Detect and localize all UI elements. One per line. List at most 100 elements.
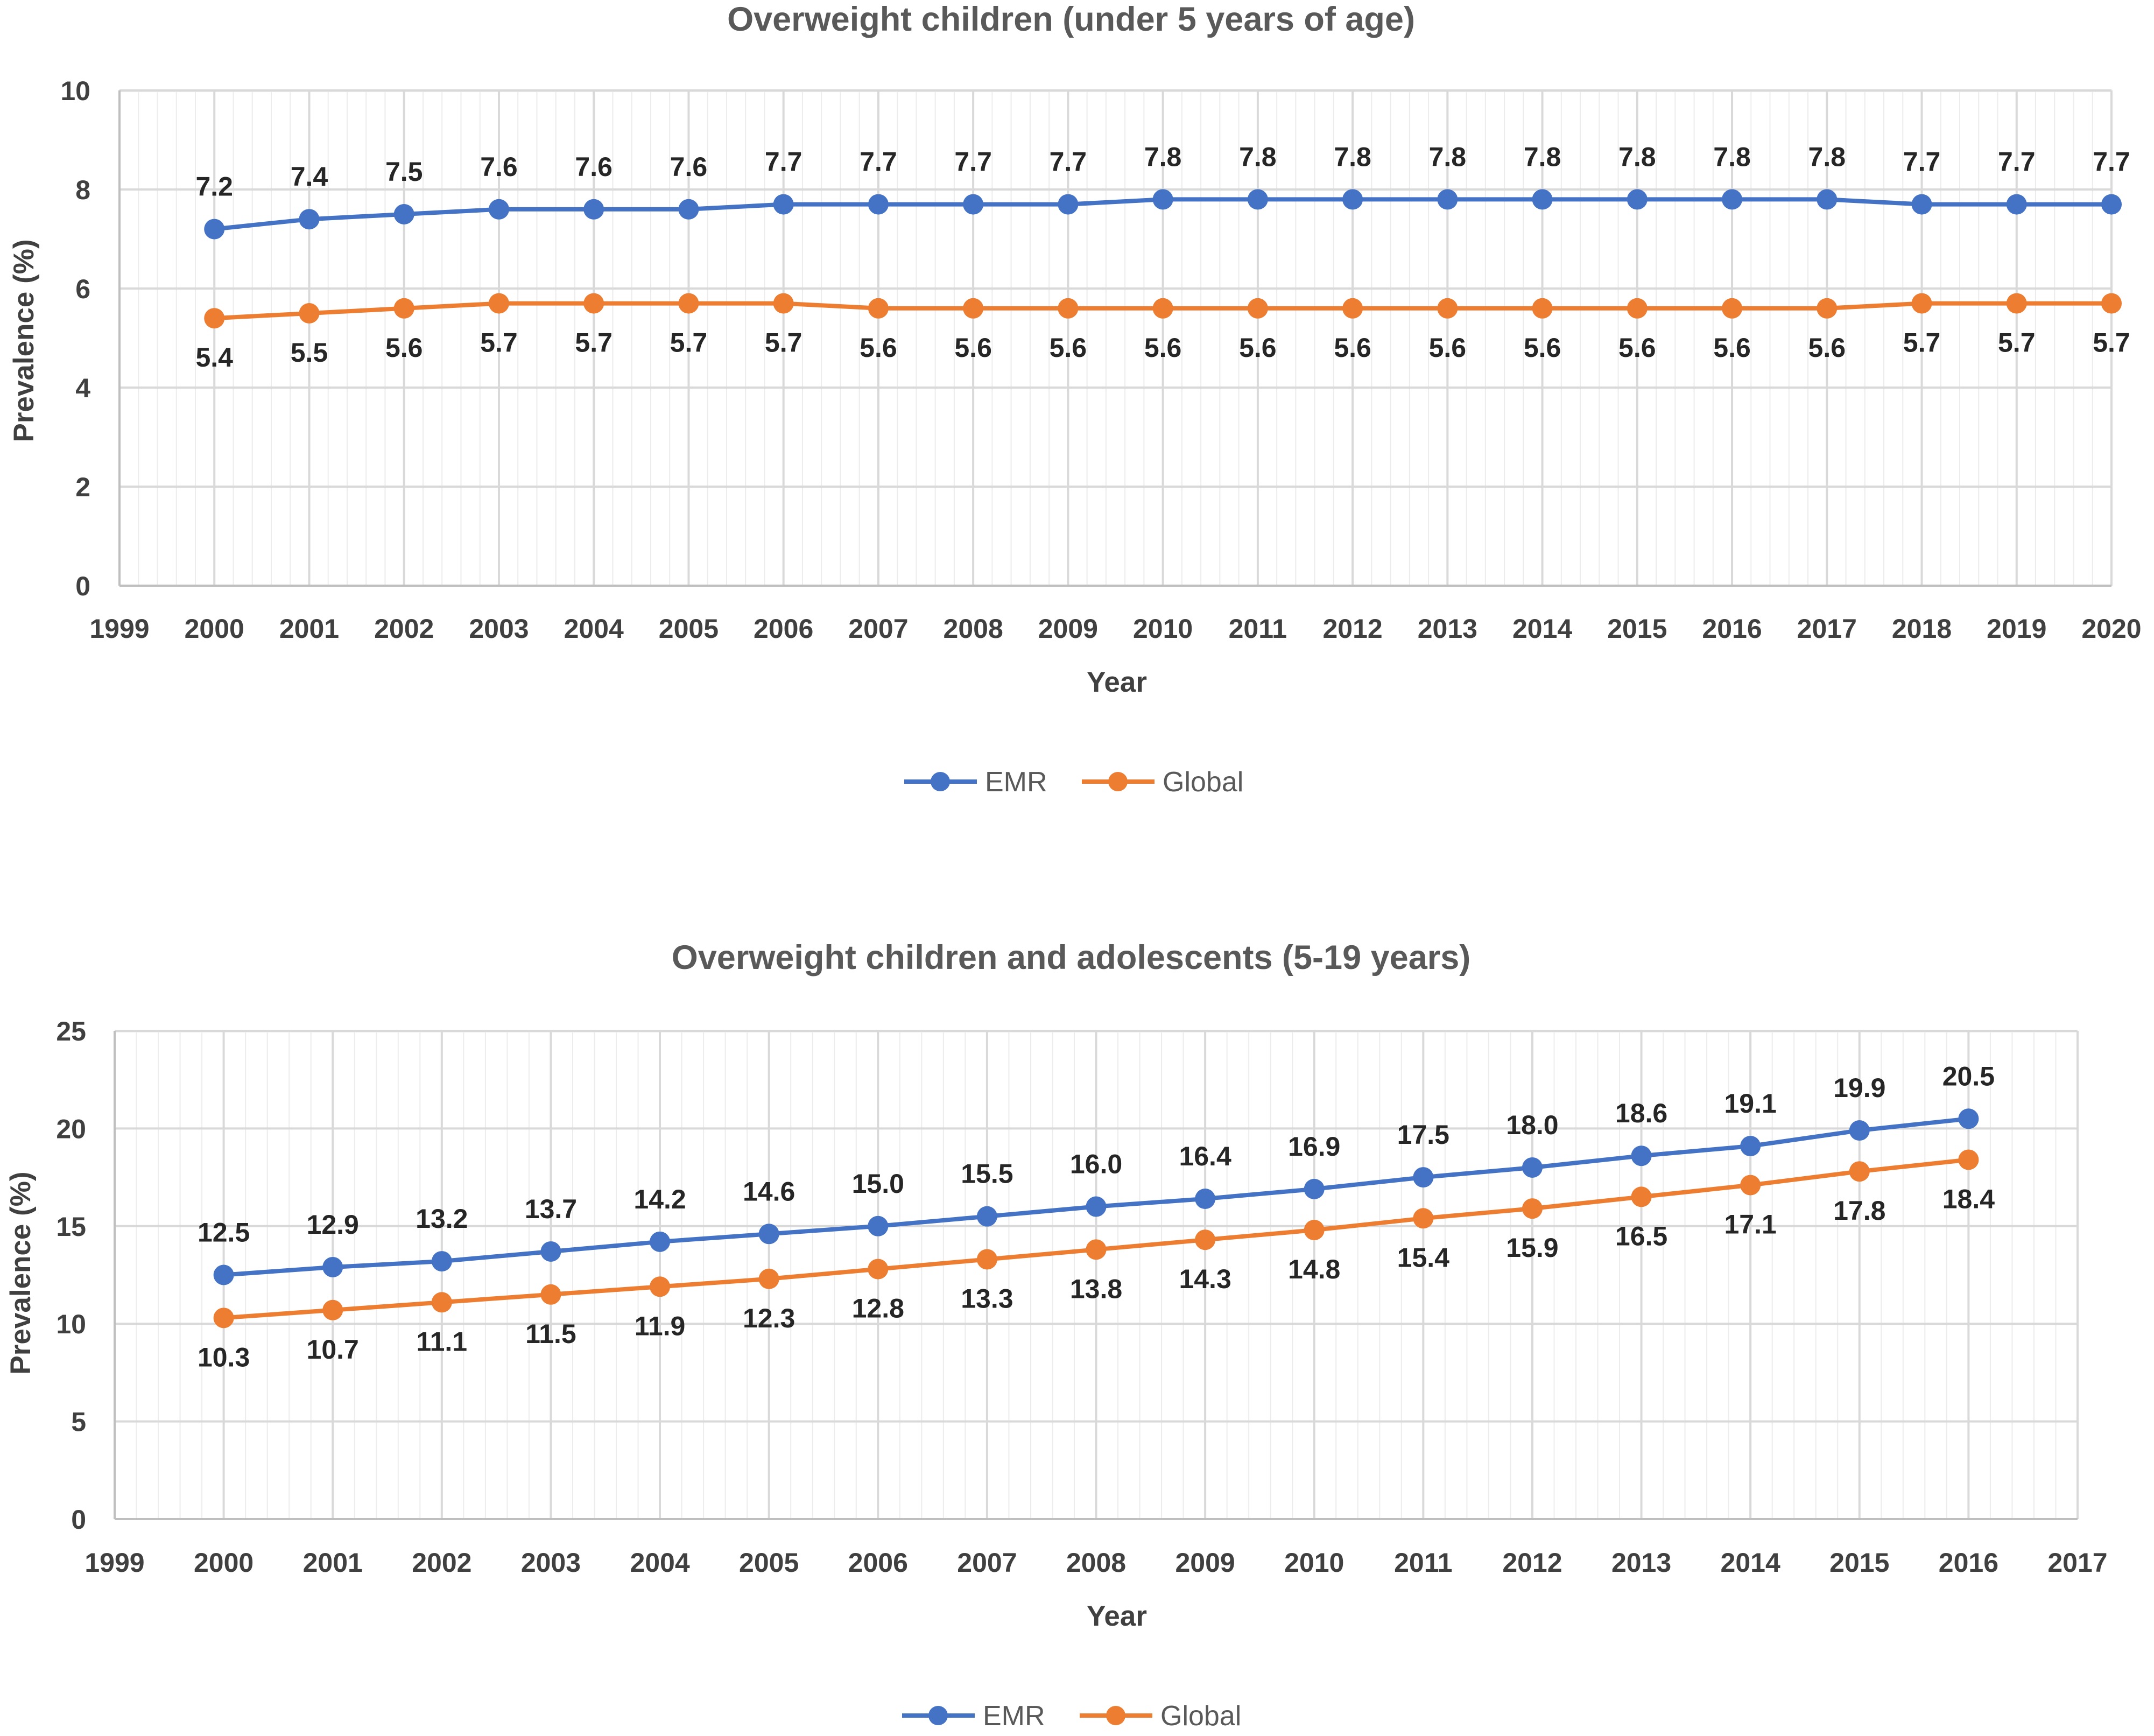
- data-point-emr: [650, 1231, 671, 1252]
- data-point-global: [1437, 298, 1458, 319]
- data-point-global: [758, 1268, 779, 1289]
- legend: EMR Global: [902, 1700, 1241, 1732]
- data-point-global: [976, 1249, 997, 1270]
- data-point-emr: [1342, 189, 1363, 210]
- data-point-emr: [540, 1241, 561, 1262]
- data-point-global: [2101, 293, 2122, 314]
- chart-title: Overweight children (under 5 years of ag…: [727, 1, 1415, 38]
- data-point-emr: [322, 1256, 343, 1277]
- data-label-global: 5.4: [195, 342, 233, 372]
- y-tick-label: 10: [60, 76, 90, 106]
- x-tick-label: 2005: [659, 614, 719, 644]
- x-tick-label: 2010: [1133, 614, 1193, 644]
- data-point-emr: [1631, 1145, 1652, 1166]
- data-label-emr: 20.5: [1942, 1061, 1995, 1091]
- legend-global-label: Global: [1160, 1700, 1241, 1732]
- data-point-global: [1413, 1208, 1434, 1229]
- x-tick-label: 2016: [1702, 614, 1762, 644]
- data-label-emr: 15.5: [961, 1159, 1013, 1189]
- x-tick-label: 2013: [1611, 1548, 1671, 1578]
- data-label-global: 5.6: [954, 333, 992, 363]
- data-point-emr: [1058, 194, 1079, 215]
- chart-under-5: 1999 2000 2001 2002 2003 2004 2005 2006 2007 2008…: [8, 1, 2142, 798]
- x-tick-label: 2000: [194, 1548, 254, 1578]
- x-tick-label: 2009: [1175, 1548, 1235, 1578]
- data-label-global: 15.9: [1506, 1233, 1558, 1263]
- x-tick-label: 1999: [89, 614, 149, 644]
- legend-global-marker: [1108, 772, 1128, 791]
- data-label-emr: 19.1: [1724, 1088, 1777, 1119]
- y-tick-label: 2: [75, 472, 90, 502]
- data-point-emr: [2006, 194, 2027, 215]
- data-label-emr: 17.5: [1397, 1120, 1449, 1150]
- data-label-global: 5.7: [765, 328, 803, 358]
- x-tick-label: 2011: [1394, 1548, 1452, 1578]
- data-label-emr: 7.7: [1998, 147, 2036, 177]
- y-tick-label: 0: [71, 1505, 86, 1535]
- y-tick-label: 4: [75, 373, 90, 403]
- data-label-emr: 14.6: [743, 1176, 795, 1206]
- x-tick-label: 2010: [1284, 1548, 1344, 1578]
- legend-emr-marker: [928, 1706, 948, 1725]
- x-tick-label: 2004: [630, 1548, 689, 1578]
- data-point-global: [204, 308, 225, 329]
- data-point-emr: [868, 194, 889, 215]
- data-point-emr: [1304, 1178, 1325, 1199]
- x-tick-label: 2003: [469, 614, 529, 644]
- data-point-global: [1342, 298, 1363, 319]
- data-point-emr: [583, 199, 604, 220]
- data-label-global: 16.5: [1615, 1221, 1667, 1251]
- data-label-emr: 7.6: [480, 152, 518, 182]
- data-point-global: [868, 298, 889, 319]
- x-tick-label: 2008: [944, 614, 1003, 644]
- data-label-emr: 7.8: [1334, 142, 1371, 172]
- data-label-global: 5.6: [1429, 333, 1467, 363]
- y-axis-title: Prevalence (%): [8, 239, 40, 442]
- data-label-emr: 7.8: [1429, 142, 1467, 172]
- data-point-global: [773, 293, 794, 314]
- data-label-global: 12.3: [743, 1303, 795, 1333]
- data-point-global: [322, 1299, 343, 1320]
- data-label-emr: 7.8: [1524, 142, 1561, 172]
- data-label-global: 13.3: [961, 1283, 1013, 1313]
- x-tick-label: 2019: [1987, 614, 2046, 644]
- data-label-global: 5.6: [385, 333, 423, 363]
- x-tick-label: 2013: [1418, 614, 1477, 644]
- y-tick-label: 15: [56, 1212, 86, 1242]
- x-tick-label: 2018: [1892, 614, 1952, 644]
- data-label-global: 12.8: [852, 1294, 904, 1324]
- data-label-global: 5.6: [1050, 333, 1087, 363]
- y-tick-label: 6: [75, 274, 90, 304]
- data-point-emr: [1086, 1196, 1107, 1217]
- data-label-emr: 7.5: [385, 157, 423, 187]
- data-point-global: [1247, 298, 1268, 319]
- data-point-global: [431, 1292, 452, 1313]
- x-tick-label: 2003: [521, 1548, 581, 1578]
- data-label-emr: 7.7: [954, 147, 992, 177]
- x-tick-label: 2012: [1502, 1548, 1562, 1578]
- chart-5-19: 1999 2000 2001 2002 2003 2004 2005 2006 2007 2008…: [5, 939, 2108, 1732]
- x-tick-label: 1999: [85, 1548, 144, 1578]
- data-label-emr: 7.4: [291, 161, 328, 192]
- data-point-global: [678, 293, 699, 314]
- data-point-global: [1722, 298, 1743, 319]
- data-point-emr: [963, 194, 984, 215]
- data-point-emr: [1152, 189, 1173, 210]
- legend-emr-label: EMR: [983, 1700, 1045, 1732]
- x-tick-label: 2011: [1229, 614, 1287, 644]
- data-point-emr: [2101, 194, 2122, 215]
- data-point-global: [1532, 298, 1553, 319]
- data-label-global: 10.3: [198, 1342, 250, 1372]
- data-label-emr: 15.0: [852, 1169, 904, 1199]
- data-label-global: 5.6: [860, 333, 897, 363]
- y-tick-label: 8: [75, 175, 90, 205]
- data-label-global: 14.3: [1179, 1264, 1231, 1294]
- x-axis-title: Year: [1087, 666, 1147, 698]
- x-tick-label: 2000: [185, 614, 244, 644]
- data-label-emr: 14.2: [633, 1184, 686, 1214]
- data-point-emr: [1437, 189, 1458, 210]
- y-tick-label: 10: [56, 1309, 86, 1339]
- data-label-emr: 19.9: [1833, 1073, 1885, 1103]
- data-label-global: 5.7: [1998, 328, 2036, 358]
- data-point-global: [868, 1259, 889, 1280]
